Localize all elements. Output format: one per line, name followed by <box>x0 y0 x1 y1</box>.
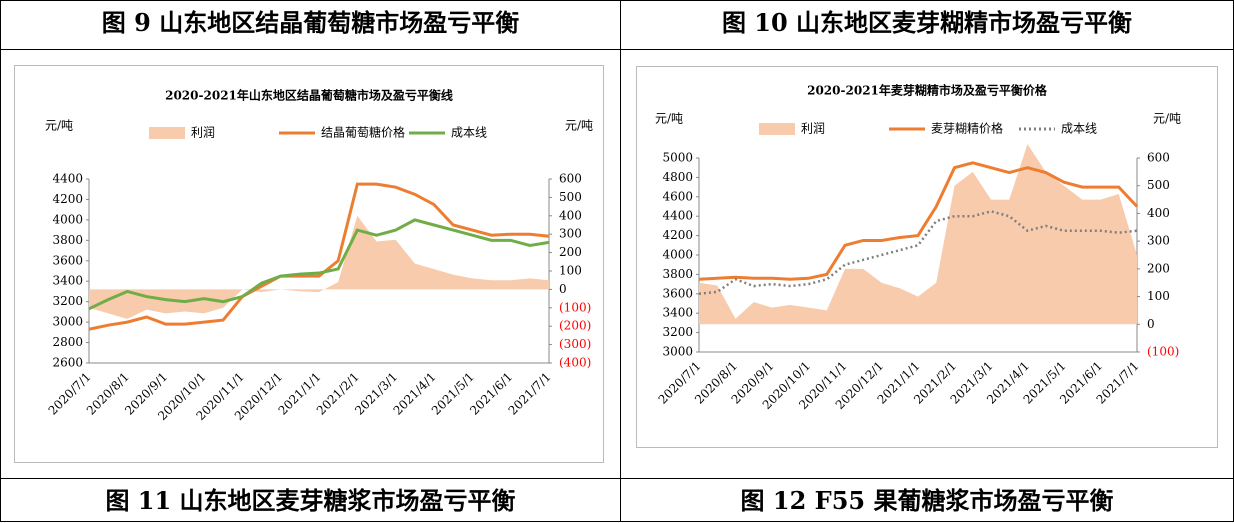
y-tick-label: 3800 <box>662 267 693 281</box>
y-tick-label: 3400 <box>662 306 693 320</box>
header-cell: 图 9 山东地区结晶葡萄糖市场盈亏平衡 <box>0 0 621 50</box>
legend-label: 麦芽糊精价格 <box>931 121 1003 136</box>
y2-tick-label: 400 <box>1147 206 1170 220</box>
profit-area <box>89 215 549 319</box>
y2-tick-label: (400) <box>559 356 591 370</box>
legend-label: 成本线 <box>451 126 487 140</box>
y2-tick-label: (200) <box>559 319 591 333</box>
y-tick-label: 2600 <box>52 356 83 370</box>
legend-swatch <box>149 127 185 139</box>
y-tick-label: 4000 <box>662 248 693 262</box>
y2-tick-label: 400 <box>559 208 582 222</box>
y-tick-label: 3000 <box>662 345 693 359</box>
y-tick-label: 3600 <box>662 286 693 300</box>
y-tick-label: 3400 <box>52 274 83 288</box>
legend-label: 成本线 <box>1061 122 1097 136</box>
y2-tick-label: 600 <box>559 172 582 186</box>
chart-title: 2020-2021年麦芽糊精市场及盈亏平衡价格 <box>807 83 1048 98</box>
legend-label: 利润 <box>801 122 825 136</box>
y2-tick-label: 100 <box>1147 289 1170 303</box>
y-tick-label: 4400 <box>52 172 83 186</box>
profit-area <box>699 144 1137 325</box>
series-line <box>698 161 1139 281</box>
y-tick-label: 4800 <box>662 170 693 184</box>
y2-tick-label: 200 <box>559 245 582 259</box>
x-tick-label: 2021/7/1 <box>506 370 554 418</box>
y-tick-label: 4600 <box>662 189 693 203</box>
y-tick-label: 3200 <box>52 294 83 308</box>
y-tick-label: 3600 <box>52 253 83 267</box>
y2-tick-label: 500 <box>1147 178 1170 192</box>
legend-label: 结晶葡萄糖价格 <box>321 125 405 140</box>
series-line <box>88 182 550 331</box>
header-cell: 图 10 山东地区麦芽糊精市场盈亏平衡 <box>620 0 1234 50</box>
y-tick-label: 4200 <box>52 192 83 206</box>
y-tick-label: 3000 <box>52 315 83 329</box>
y2-tick-label: (100) <box>1147 345 1179 359</box>
footer-cell: 图 11 山东地区麦芽糖浆市场盈亏平衡 <box>0 478 621 522</box>
y-tick-label: 3800 <box>52 233 83 247</box>
y-axis-label: 元/吨 <box>655 112 683 126</box>
y2-tick-label: 500 <box>559 190 582 204</box>
y-tick-label: 4200 <box>662 228 693 242</box>
y2-tick-label: 100 <box>559 264 582 278</box>
y-tick-label: 3200 <box>662 325 693 339</box>
y2-tick-label: 300 <box>1147 234 1170 248</box>
y2-tick-label: (300) <box>559 337 591 351</box>
y2-tick-label: 0 <box>559 282 567 296</box>
y2-tick-label: 0 <box>1147 317 1155 331</box>
series-line <box>88 218 550 311</box>
y-axis-label: 元/吨 <box>45 119 73 133</box>
y2-tick-label: 300 <box>559 227 582 241</box>
legend-swatch <box>759 123 795 135</box>
y2-tick-label: (100) <box>559 300 591 314</box>
chart-title: 2020-2021年山东地区结晶葡萄糖市场及盈亏平衡线 <box>165 88 453 103</box>
y2-tick-label: 200 <box>1147 261 1170 275</box>
footer-cell: 图 12 F55 果葡糖浆市场盈亏平衡 <box>620 478 1234 522</box>
y-tick-label: 4000 <box>52 212 83 226</box>
y2-tick-label: 600 <box>1147 151 1170 165</box>
y2-axis-label: 元/吨 <box>1153 112 1181 126</box>
y2-axis-label: 元/吨 <box>565 119 593 133</box>
y-tick-label: 2800 <box>52 335 83 349</box>
y-tick-label: 5000 <box>662 151 693 165</box>
y-tick-label: 4400 <box>662 209 693 223</box>
legend-label: 利润 <box>191 126 215 140</box>
